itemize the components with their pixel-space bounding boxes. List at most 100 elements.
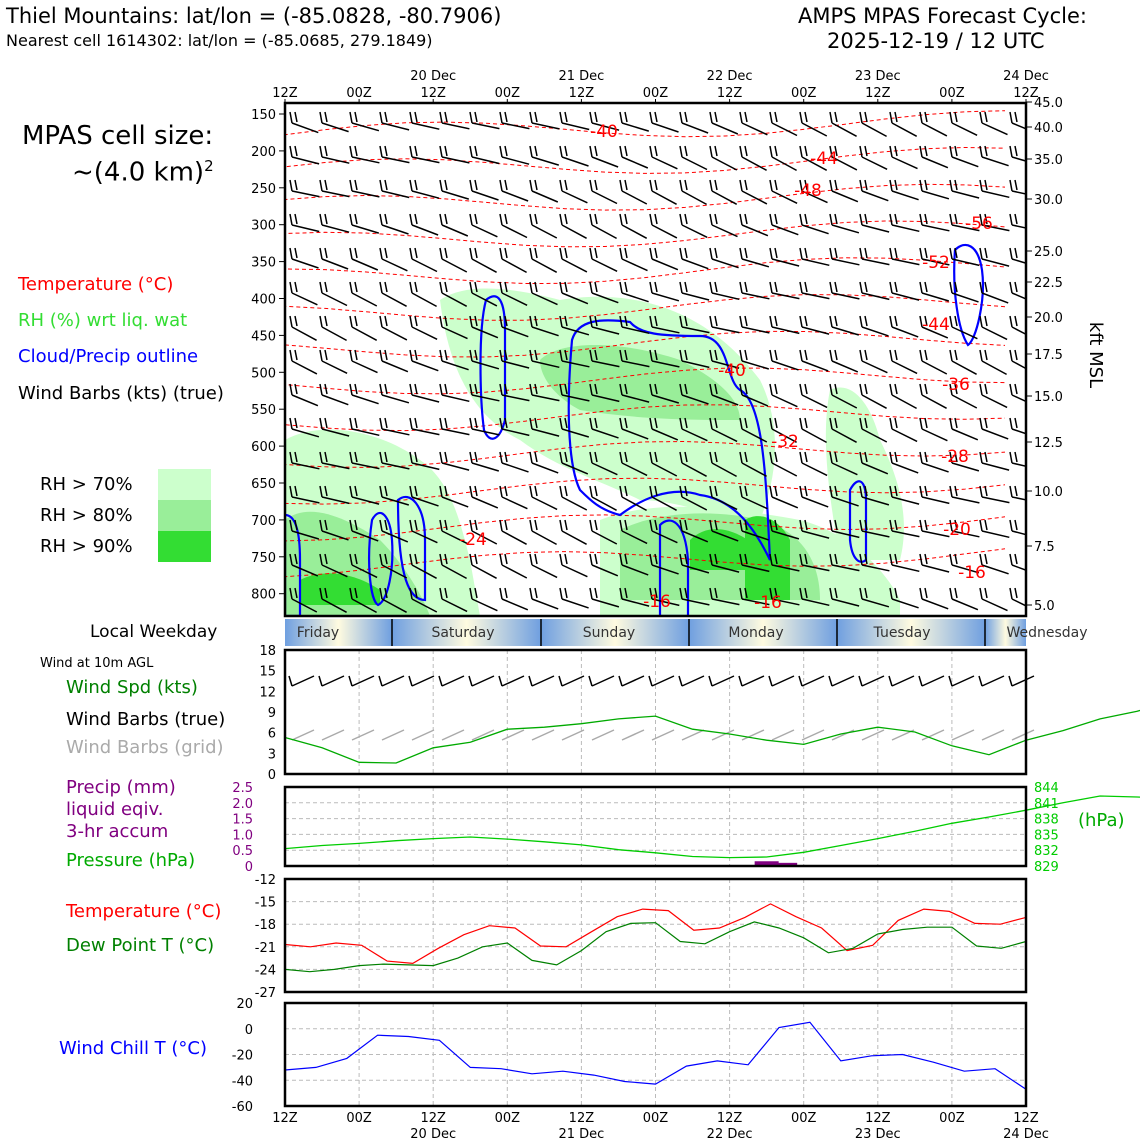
wind-barb-flag	[384, 451, 388, 463]
wind-barb-flag	[324, 349, 328, 361]
wind-barb-flag	[384, 485, 388, 497]
wind-barb	[861, 360, 888, 374]
pressure-tick-label: 750	[251, 551, 276, 566]
wind-barb-flag	[774, 281, 778, 293]
wind-barb-flag	[414, 315, 418, 327]
wind-barb-flag	[469, 315, 473, 328]
pressure-tick-label: 841	[1034, 797, 1059, 812]
wind-barb-flag	[349, 587, 353, 600]
precip-tick-label: 2.5	[232, 781, 253, 796]
wind-barb-flag	[499, 281, 503, 294]
wind-barb-flag	[744, 519, 748, 531]
wind-barb-flag	[714, 485, 718, 497]
wind-barb	[561, 326, 590, 336]
wind-barb	[291, 598, 318, 613]
wind-barb-flag	[499, 349, 503, 362]
wind-barb-flag	[504, 553, 508, 565]
wind-barb	[651, 462, 678, 477]
wind-barb-flag	[594, 349, 598, 361]
wind-barb-flag	[924, 451, 928, 463]
wind-barb-flag	[469, 349, 473, 362]
wind-barb-flag	[834, 213, 838, 225]
wind-barb-flag	[1009, 111, 1013, 124]
pressure-tick-label: 650	[251, 477, 276, 492]
wind-barb-flag	[954, 519, 958, 531]
wind-barb-flag	[409, 111, 413, 124]
wind-barb-true	[591, 675, 615, 687]
wind-barb-flag	[894, 145, 898, 157]
wind-barb-true	[441, 675, 465, 687]
wind-barb	[891, 190, 919, 201]
top-time-tick-label: 12Z	[717, 86, 743, 101]
wind-barb	[891, 598, 919, 609]
wind-barb-flag	[679, 213, 683, 226]
wind-barbs-true-label: Wind Barbs (true)	[66, 709, 226, 730]
wind-barb-flag	[324, 247, 328, 259]
wind-barb-flag	[564, 111, 568, 123]
pressure-tick-label: 800	[251, 588, 276, 603]
wind-barb	[861, 530, 890, 538]
wind-barb-flag	[859, 485, 863, 498]
wind-barb-flag	[894, 247, 898, 259]
wind-barb	[861, 598, 890, 608]
wind-barb-flag	[1009, 451, 1013, 464]
wind-barb-flag	[559, 519, 563, 532]
wind-barb-flag	[714, 281, 718, 293]
chill-tick-label: -40	[232, 1074, 253, 1089]
wind-barb-flag	[684, 519, 688, 531]
cloud-outline-4	[368, 512, 394, 607]
wind-barb-flag	[534, 553, 538, 565]
wind-barb-flag	[594, 213, 598, 225]
wind-barb-true-flag	[888, 675, 893, 687]
wind-barb	[561, 496, 588, 511]
wind-barb	[411, 564, 437, 579]
isotherm-label: -56	[965, 214, 993, 234]
wind-barb	[801, 394, 828, 409]
wind-barb-flag	[799, 111, 803, 124]
wind-barb	[741, 326, 770, 334]
wind-barb-flag	[414, 451, 418, 463]
wind-barb-flag	[984, 485, 988, 497]
wind-barb-flag	[1009, 179, 1013, 192]
wind-barb-flag	[949, 281, 953, 294]
wind-tick-label: 6	[268, 727, 276, 742]
wind-barb	[801, 326, 830, 335]
wind-barb-flag	[684, 485, 688, 497]
wind-barb	[351, 564, 378, 579]
wind-barb-flag	[979, 349, 983, 362]
wind-barb-flag	[439, 111, 443, 124]
wind-barb	[711, 530, 739, 542]
wind-barb-flag	[444, 179, 448, 191]
wind-barb	[621, 224, 648, 239]
wind-barb	[711, 224, 738, 238]
wind-barb-flag	[919, 349, 923, 362]
wind-barb-flag	[739, 451, 743, 464]
legend-rh70-label: RH > 70%	[40, 474, 133, 495]
wind-barb	[921, 190, 950, 200]
pressure-tick-label: 550	[251, 403, 276, 418]
wind-barb	[561, 258, 588, 273]
wind-barb	[771, 564, 800, 572]
wind-barb	[681, 224, 708, 238]
cell-size-label: MPAS cell size:	[22, 121, 214, 151]
wind-barb-true-flag	[1008, 675, 1013, 687]
wind-barb-flag	[289, 145, 293, 158]
wind-barb-flag	[294, 383, 298, 395]
bottom-time-tick-label: 12Z	[717, 1111, 743, 1126]
wind-barb-flag	[889, 383, 893, 396]
wind-barb	[321, 292, 348, 307]
wind-barb	[891, 156, 918, 170]
wind-barb-flag	[409, 247, 413, 260]
wind-barb-true-flag	[588, 675, 593, 687]
wind-barb-flag	[529, 247, 533, 260]
wind-barb-flag	[709, 111, 713, 124]
wind-barb-flag	[504, 485, 508, 497]
wind-barb-flag	[889, 519, 893, 532]
wind-barb-grid	[411, 729, 435, 741]
wind-barb	[531, 598, 559, 610]
wind-barb	[711, 564, 740, 573]
wind-barb-flag	[799, 451, 803, 464]
wind-barb-true	[861, 675, 885, 687]
wind-barb	[831, 394, 858, 409]
wind-barb-flag	[564, 213, 568, 225]
